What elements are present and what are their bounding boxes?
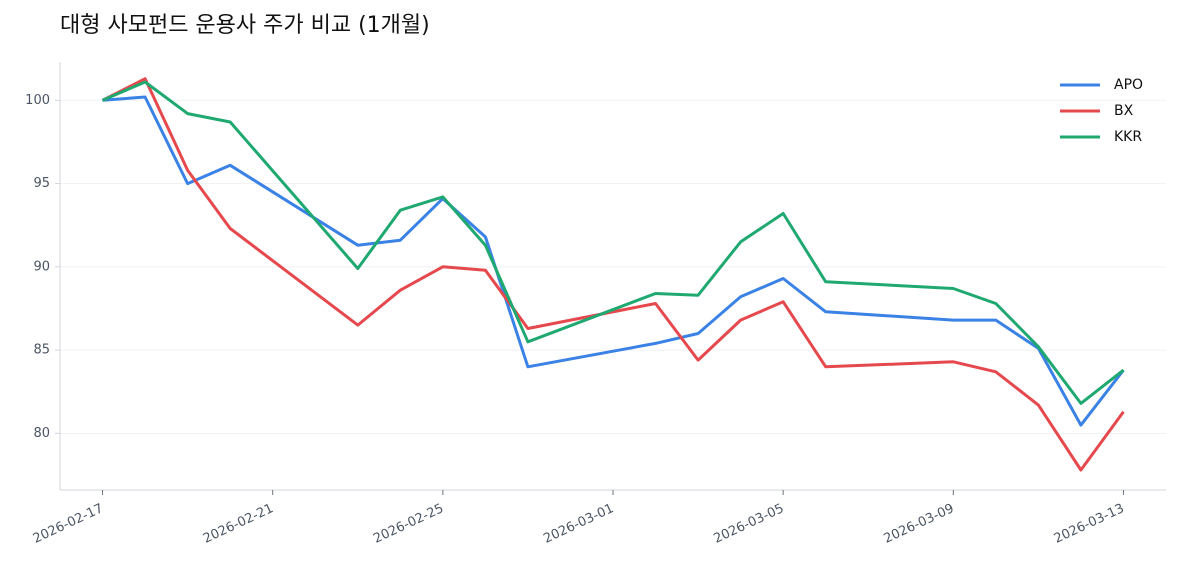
x-tick-label: 2026-02-21 <box>201 501 276 547</box>
y-tick-label: 95 <box>33 176 50 191</box>
x-tick-label: 2026-03-01 <box>541 501 616 547</box>
y-tick-label: 85 <box>33 343 50 358</box>
chart-title: 대형 사모펀드 운용사 주가 비교 (1개월) <box>60 13 430 38</box>
x-tick-label: 2026-03-05 <box>712 501 787 547</box>
series-line <box>101 77 1125 472</box>
legend-label: BX <box>1114 103 1134 119</box>
x-tick-label: 2026-02-17 <box>31 501 106 547</box>
y-tick-label: 80 <box>33 426 50 441</box>
x-tick-label: 2026-02-25 <box>371 501 446 547</box>
series-line <box>102 95 1125 427</box>
legend-label: KKR <box>1114 129 1142 145</box>
x-tick-label: 2026-03-09 <box>882 501 957 547</box>
series-line <box>101 80 1125 405</box>
y-tick-label: 100 <box>25 93 50 108</box>
x-tick-label: 2026-03-13 <box>1052 501 1127 547</box>
y-tick-label: 90 <box>33 259 50 274</box>
legend-label: APO <box>1114 77 1143 93</box>
